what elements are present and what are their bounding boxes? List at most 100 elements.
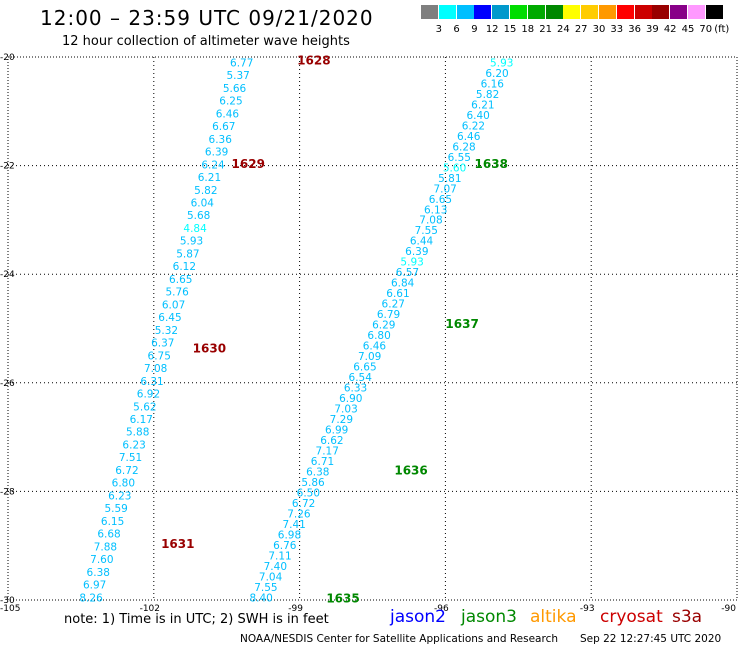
wave-height-value: 6.44: [410, 236, 434, 248]
wave-height-value: 8.40: [249, 592, 272, 604]
y-tick-label: -20: [0, 53, 15, 63]
wave-height-value: 6.07: [162, 299, 185, 311]
scale-swatch: [474, 5, 492, 19]
wave-height-value: 6.39: [205, 147, 228, 159]
map-title: 12:00 – 23:59 UTC 09/21/2020: [40, 6, 374, 30]
wave-height-value: 7.51: [119, 452, 142, 464]
scale-swatch: [652, 5, 670, 19]
wave-height-value: 6.40: [466, 110, 489, 122]
wave-height-value: 6.38: [87, 567, 110, 579]
wave-height-value: 5.88: [126, 427, 149, 439]
pass-number-label: 1635: [326, 591, 359, 605]
legend-altika: altika: [530, 607, 577, 627]
wave-height-value: 5.37: [226, 70, 249, 82]
scale-swatch: [510, 5, 527, 19]
wave-height-value: 6.71: [311, 456, 334, 468]
wave-height-value: 7.55: [254, 582, 277, 594]
wave-height-value: 7.11: [268, 550, 291, 562]
wave-height-value: 6.79: [377, 309, 400, 321]
scale-label: 24: [557, 24, 570, 35]
x-tick-label: -105: [0, 604, 20, 614]
wave-height-value: 6.72: [292, 498, 315, 510]
wave-height-value: 6.65: [429, 194, 452, 206]
wave-height-value: 5.68: [187, 210, 210, 222]
scale-swatch: [421, 5, 438, 19]
wave-height-value: 6.37: [151, 338, 174, 350]
wave-height-value: 6.90: [339, 393, 362, 405]
wave-height-value: 6.57: [396, 267, 419, 279]
wave-height-value: 6.92: [137, 389, 160, 401]
wave-height-value: 6.33: [344, 383, 367, 395]
wave-height-value: 6.21: [471, 99, 494, 111]
legend-s3a: s3a: [672, 607, 703, 627]
wave-height-value: 6.16: [481, 78, 505, 90]
scale-swatch: [492, 5, 510, 19]
scale-label: 45: [681, 24, 695, 35]
wave-height-value: 5.76: [165, 287, 189, 299]
wave-height-value: 6.29: [372, 320, 395, 332]
wave-height-value: 5.82: [476, 89, 499, 101]
wave-height-value: 6.55: [448, 152, 471, 164]
map-subtitle: 12 hour collection of altimeter wave hei…: [62, 34, 350, 49]
y-tick-label: -28: [0, 487, 15, 497]
wave-height-value: 6.80: [112, 478, 135, 490]
legend-cryosat: cryosat: [600, 607, 663, 627]
y-tick-label: -26: [0, 379, 15, 389]
pass-number-label: 1629: [232, 157, 265, 171]
wave-height-value: 6.22: [462, 120, 485, 132]
x-tick-label: -96: [434, 604, 449, 614]
wave-height-value: 5.93: [180, 236, 203, 248]
scale-swatch: [670, 5, 688, 19]
footer-credit: NOAA/NESDIS Center for Satellite Applica…: [240, 633, 558, 645]
wave-height-value: 6.45: [158, 312, 181, 324]
wave-height-value: 7.55: [415, 225, 438, 237]
wave-height-value: 6.46: [216, 108, 240, 120]
wave-height-value: 8.26: [79, 592, 103, 604]
wave-height-value: 6.13: [424, 204, 447, 216]
scale-label: 36: [628, 24, 641, 35]
scale-swatch: [616, 5, 634, 19]
wave-height-value: 6.62: [320, 435, 343, 447]
wave-height-value: 6.12: [173, 261, 196, 273]
wave-height-value: 6.80: [367, 330, 390, 342]
pass-number-label: 1628: [297, 54, 330, 68]
wave-height-value: 5.66: [223, 83, 247, 95]
wave-height-value: 7.41: [282, 519, 305, 531]
wave-height-value: 6.24: [201, 159, 225, 171]
scale-swatch: [545, 5, 563, 19]
pass-number-label: 1630: [193, 342, 226, 356]
scale-label: 39: [646, 24, 659, 35]
scale-label: 18: [521, 24, 535, 35]
wave-height-value: 6.04: [191, 198, 215, 210]
scale-swatch: [599, 5, 616, 19]
satellite-tracks: 6.775.375.666.256.466.676.366.396.246.21…: [79, 57, 513, 604]
wave-height-value: 5.86: [301, 477, 325, 489]
scale-label: 6: [453, 24, 460, 35]
scale-label: 15: [503, 24, 517, 35]
wave-height-value: 6.68: [97, 529, 120, 541]
wave-height-value: 6.72: [115, 465, 138, 477]
wave-height-value: 7.29: [330, 414, 353, 426]
wave-height-value: 6.23: [108, 490, 131, 502]
lat-lon-grid: [8, 57, 737, 600]
wave-height-value: 6.50: [297, 487, 320, 499]
wave-height-value: 5.82: [194, 185, 217, 197]
scale-label: 21: [539, 24, 552, 35]
wave-height-value: 6.65: [169, 274, 192, 286]
scale-swatch: [634, 5, 652, 19]
wave-height-value: 7.17: [316, 445, 339, 457]
scale-swatch: [456, 5, 474, 19]
pass-number-label: 1637: [445, 317, 478, 331]
wave-height-value: 6.36: [209, 134, 233, 146]
wave-height-value: 6.76: [273, 540, 297, 552]
wave-height-value: 6.21: [198, 172, 221, 184]
wave-height-value: 6.67: [212, 121, 235, 133]
wave-height-value: 6.28: [452, 141, 475, 153]
axis-labels: -105 -102 -99 -96 -93 -90 -20 -22 -24 -26 -28 -30: [0, 53, 736, 614]
wave-height-value: 6.65: [353, 362, 376, 374]
scale-label: 9: [471, 24, 478, 35]
wave-height-value: 5.62: [133, 401, 156, 413]
wave-height-value: 6.61: [386, 288, 409, 300]
wave-height-value: 6.84: [391, 278, 415, 290]
wave-height-value: 5.93: [400, 257, 423, 269]
